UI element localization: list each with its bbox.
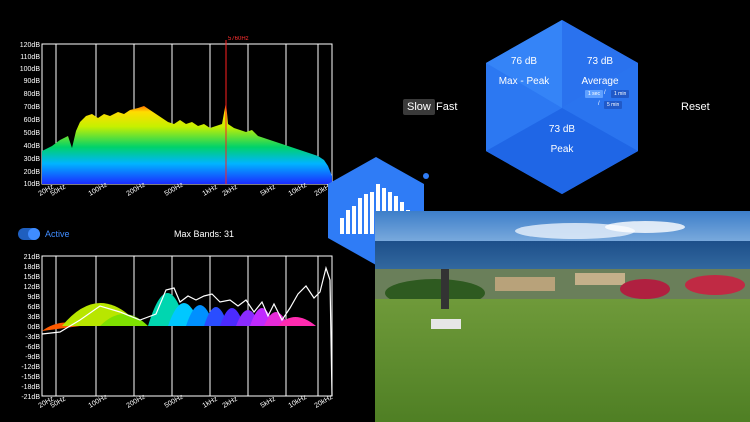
- eq-y-tick: -18dB: [21, 384, 40, 391]
- rta-y-axis: 120dB 110dB 100dB 90dB 80dB 70dB 60dB 50…: [20, 42, 41, 188]
- rta-x-tick: 1kHz: [202, 183, 220, 197]
- eq-x-tick: 5kHz: [260, 395, 278, 409]
- eq-y-tick: 18dB: [24, 264, 41, 271]
- eq-y-axis: 21dB 18dB 15dB 12dB 9dB 6dB 3dB 0dB -3dB…: [21, 254, 40, 401]
- rta-y-tick: 40dB: [24, 143, 41, 150]
- rta-y-tick: 90dB: [24, 78, 41, 85]
- landscape-photo: [375, 211, 750, 422]
- average-value: 73 dB: [587, 56, 613, 67]
- max-peak-value: 76 dB: [511, 56, 537, 67]
- avg-1sec-chip[interactable]: 1 sec: [585, 90, 603, 98]
- eq-y-tick: -12dB: [21, 364, 40, 371]
- avg-1min-chip[interactable]: 1 min: [611, 90, 630, 98]
- eq-y-tick: -15dB: [21, 374, 40, 381]
- max-peak-label: Max - Peak: [499, 76, 551, 87]
- max-bands-label: Max Bands: 31: [174, 229, 235, 239]
- active-toggle[interactable]: [18, 228, 40, 240]
- rta-y-tick: 70dB: [24, 104, 41, 111]
- eq-x-tick: 1kHz: [202, 395, 220, 409]
- rta-spectrum-fill: [42, 102, 332, 184]
- rta-marker-label: 5760Hz: [228, 36, 249, 42]
- eq-y-tick: 21dB: [24, 254, 41, 261]
- eq-y-tick: 15dB: [24, 274, 41, 281]
- eq-response-curve: [41, 265, 333, 397]
- eq-chart: 21dB 18dB 15dB 12dB 9dB 6dB 3dB 0dB -3dB…: [21, 254, 334, 410]
- peak-value: 73 dB: [549, 124, 575, 135]
- rta-x-tick: 2kHz: [222, 183, 240, 197]
- reset-button[interactable]: Reset: [681, 101, 710, 113]
- eq-y-tick: 9dB: [28, 294, 41, 301]
- landscape-illustration: [375, 211, 750, 422]
- rta-spectrum-chart: 5760Hz 120dB 110dB 100dB 90dB 80dB 70dB …: [20, 36, 335, 198]
- rta-y-tick: 100dB: [20, 66, 41, 73]
- fast-button[interactable]: Fast: [436, 101, 458, 113]
- peak-label: Peak: [551, 144, 575, 155]
- eq-y-tick: -6dB: [25, 344, 40, 351]
- avg-separator: /: [598, 101, 600, 107]
- average-label: Average: [581, 76, 619, 87]
- avg-5min-chip[interactable]: 5 min: [604, 101, 623, 109]
- rta-y-tick: 110dB: [20, 54, 40, 61]
- rta-y-tick: 120dB: [20, 42, 41, 49]
- rta-y-tick: 80dB: [24, 91, 41, 98]
- avg-separator: /: [604, 90, 606, 96]
- rta-x-tick: 5kHz: [260, 183, 278, 197]
- active-label: Active: [45, 229, 70, 239]
- slow-button[interactable]: Slow: [403, 99, 435, 115]
- peak-segment: [486, 108, 638, 194]
- toggle-knob: [28, 228, 40, 240]
- eq-y-tick: -3dB: [25, 334, 40, 341]
- eq-y-tick: 0dB: [28, 324, 41, 331]
- eq-x-tick: 2kHz: [222, 395, 240, 409]
- eq-y-tick: 6dB: [28, 304, 41, 311]
- rta-y-tick: 60dB: [24, 117, 41, 124]
- eq-y-tick: -21dB: [21, 394, 40, 401]
- rta-y-tick: 30dB: [24, 156, 41, 163]
- level-meter-hexagon: 76 dB Max - Peak 73 dB Average 73 dB Pea…: [486, 20, 638, 194]
- rta-y-tick: 20dB: [24, 169, 41, 176]
- eq-y-tick: 3dB: [28, 314, 41, 321]
- rta-y-tick: 50dB: [24, 130, 41, 137]
- rta-y-tick: 10dB: [24, 181, 41, 188]
- eq-y-tick: 12dB: [24, 284, 41, 291]
- eq-y-tick: -9dB: [25, 354, 40, 361]
- eq-bands[interactable]: [42, 293, 316, 331]
